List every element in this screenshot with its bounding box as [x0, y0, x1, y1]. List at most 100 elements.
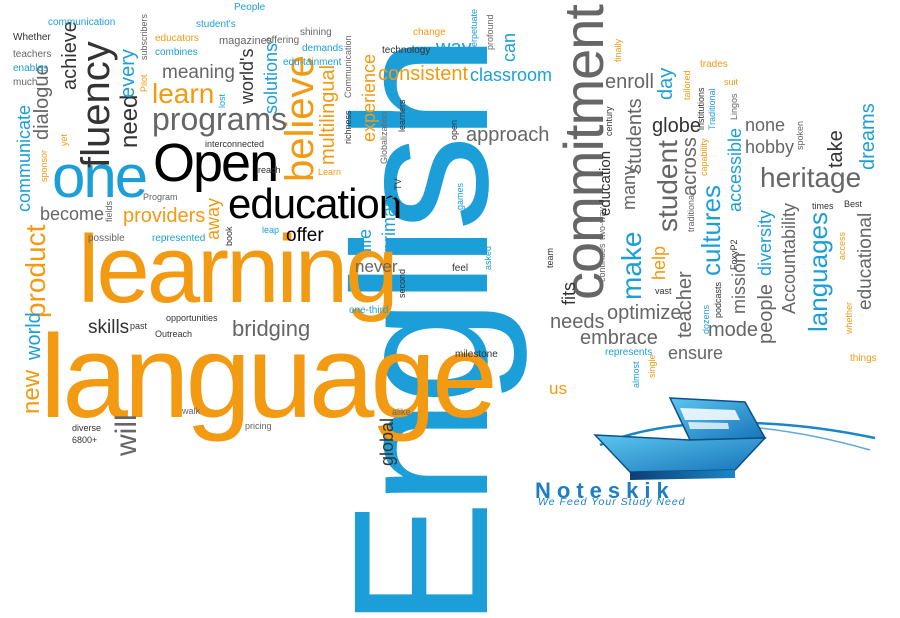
word-away: away: [203, 197, 223, 240]
word-dreams: dreams: [857, 103, 879, 170]
word-alike: alike: [392, 407, 411, 417]
word-games: games: [455, 182, 465, 210]
word-pilot: Pilot: [139, 74, 149, 92]
word-accessible: accessible: [725, 127, 745, 212]
word-combines: combines: [155, 47, 198, 58]
word-institutions: institutions: [696, 87, 706, 130]
word-us: us: [549, 379, 567, 398]
word-perpetuate: perpetuate: [469, 8, 479, 52]
word-milestone: milestone: [455, 349, 498, 360]
word-languages: languages: [803, 212, 833, 332]
word-reach: reach: [258, 165, 281, 175]
word-past: past: [130, 321, 148, 331]
word-whether-top: Whether: [13, 32, 51, 43]
word-represents: represents: [605, 347, 653, 358]
brand-tagline: We Feed Your Study Need: [538, 496, 686, 508]
word-make: make: [616, 231, 647, 300]
word-represented: represented: [152, 233, 206, 244]
word-traditional: traditional: [686, 192, 696, 232]
word-heritage: heritage: [760, 162, 862, 193]
word-mode: mode: [708, 319, 759, 341]
word-capability: capability: [699, 138, 709, 176]
word-feel: feel: [452, 263, 469, 274]
word-much: much: [13, 77, 38, 88]
word-change: change: [413, 27, 446, 38]
word-bridging: bridging: [232, 316, 311, 341]
word-hobby: hobby: [745, 137, 795, 157]
word-take: take: [825, 130, 847, 168]
word-demands: demands: [302, 43, 344, 54]
word-technology: technology: [382, 45, 431, 56]
word-day: day: [655, 67, 677, 100]
word-diverse: diverse: [72, 423, 102, 433]
word-subscribers: subscribers: [139, 13, 149, 60]
word-classroom: classroom: [470, 65, 553, 85]
word-finally: finally: [613, 38, 623, 62]
word-never: never: [355, 257, 398, 276]
word-globalization: Globalization: [379, 111, 389, 164]
word-help: help: [649, 245, 669, 280]
word-teacher: teacher: [674, 271, 696, 338]
word-solutions: solutions: [261, 42, 281, 114]
word-spoken: spoken: [795, 120, 805, 150]
word-will: will: [110, 414, 143, 456]
word-6800: 6800+: [72, 435, 98, 445]
word-accountability: Accountability: [779, 202, 799, 314]
word-ensure: ensure: [668, 343, 724, 363]
word-language: language: [40, 311, 498, 443]
word-world: world: [23, 312, 45, 360]
word-tailored: tailored: [682, 70, 692, 100]
word-educational: educational: [855, 212, 876, 310]
word-learn-small: Learn: [318, 167, 342, 177]
word-cultures: cultures: [696, 184, 726, 276]
word-providers: providers: [123, 205, 206, 227]
word-embrace: embrace: [580, 327, 658, 349]
word-edu-tainment: edu-tainment: [283, 57, 342, 68]
word-tv: TV: [393, 178, 403, 190]
word-access: access: [837, 231, 847, 260]
word-fluency: fluency: [74, 41, 118, 168]
word-times: times: [812, 201, 834, 211]
word-whether-small: whether: [844, 301, 854, 334]
word-lingos: Lingos: [729, 93, 739, 120]
word-one-third: one-third: [349, 305, 389, 316]
word-consistent: consistent: [378, 63, 469, 85]
word-vast: vast: [655, 286, 672, 296]
word-possible: possible: [88, 233, 125, 244]
word-product: product: [20, 224, 51, 318]
word-sponsor: sponsor: [39, 149, 49, 182]
word-life: life: [355, 228, 375, 252]
word-traditional-cap: Traditional: [707, 88, 717, 130]
word-best: Best: [844, 199, 863, 209]
word-experience: experience: [359, 53, 379, 142]
word-global: global: [377, 417, 397, 466]
word-team: team: [545, 247, 555, 268]
word-students-small: student's: [196, 19, 236, 30]
word-suit: suit: [724, 77, 739, 87]
word-way: way: [436, 37, 472, 59]
word-continues: continues: [597, 243, 607, 282]
word-fits: fits: [559, 281, 579, 305]
word-offer: offer: [286, 225, 324, 246]
word-profound: profound: [485, 14, 495, 50]
word-interconnected: interconnected: [205, 139, 265, 149]
notebook-logo-icon: [593, 397, 876, 480]
word-primary: primary: [379, 191, 399, 252]
word-can: can: [499, 32, 519, 62]
word-need: need: [116, 94, 143, 148]
brand-name: Noteskik: [535, 478, 675, 503]
word-optimize: optimize: [607, 302, 682, 324]
word-programs: programs: [152, 101, 288, 137]
word-podcasts: podcasts: [713, 281, 723, 318]
word-outreach: Outreach: [155, 329, 193, 339]
word-pricing: pricing: [245, 421, 272, 431]
word-open: Open: [153, 133, 279, 193]
word-open-small: open: [449, 119, 459, 140]
word-educators: educators: [155, 33, 199, 44]
word-single: single: [647, 354, 657, 378]
word-century: century: [604, 106, 614, 136]
word-communication-cap: Communication: [343, 35, 353, 98]
word-fields: fields: [104, 200, 114, 222]
word-people-small: People: [234, 2, 266, 13]
